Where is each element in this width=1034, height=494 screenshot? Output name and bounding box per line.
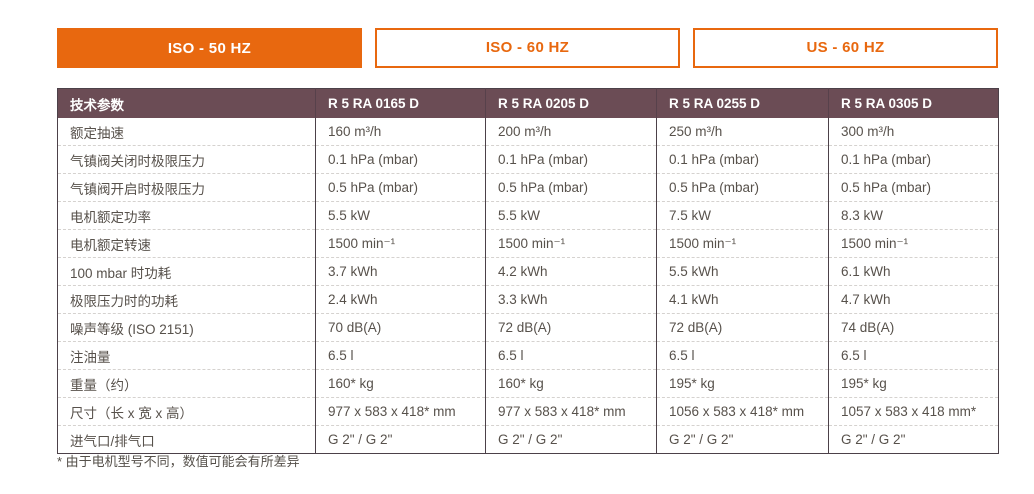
param-value: 8.3 kW [828,201,999,230]
param-label: 气镇阀关闭时极限压力 [57,145,316,174]
param-label: 电机额定转速 [57,229,316,258]
param-value: 2.4 kWh [315,285,486,314]
param-label: 100 mbar 时功耗 [57,257,316,286]
table-row: 100 mbar 时功耗 3.7 kWh 4.2 kWh 5.5 kWh 6.1 kWh [57,257,999,286]
tab-iso-60hz[interactable]: ISO - 60 HZ [375,28,680,68]
param-value: 1500 min⁻¹ [485,229,657,258]
table-row: 额定抽速 160 m³/h 200 m³/h 250 m³/h 300 m³/h [57,118,999,146]
param-label: 极限压力时的功耗 [57,285,316,314]
param-label: 尺寸（长 x 宽 x 高） [57,397,316,426]
param-value: 0.5 hPa (mbar) [656,173,829,202]
footnote: * 由于电机型号不同，数值可能会有所差异 [57,454,300,469]
param-value: 74 dB(A) [828,313,999,342]
param-value: 977 x 583 x 418* mm [315,397,486,426]
param-value: 6.5 l [315,341,486,370]
param-value: 160* kg [315,369,486,398]
column-header-model: R 5 RA 0255 D [656,88,829,118]
param-label: 进气口/排气口 [57,425,316,454]
table-row: 电机额定转速 1500 min⁻¹ 1500 min⁻¹ 1500 min⁻¹ 1500… [57,229,999,258]
frequency-tabs: ISO - 50 HZ ISO - 60 HZ US - 60 HZ [57,28,998,68]
param-value: 0.5 hPa (mbar) [828,173,999,202]
param-value: 5.5 kWh [656,257,829,286]
column-header-model: R 5 RA 0205 D [485,88,657,118]
param-value: 0.1 hPa (mbar) [828,145,999,174]
param-value: 977 x 583 x 418* mm [485,397,657,426]
param-label: 额定抽速 [57,118,316,146]
param-value: 160* kg [485,369,657,398]
param-value: G 2" / G 2" [656,425,829,454]
table-row: 注油量 6.5 l 6.5 l 6.5 l 6.5 l [57,341,999,370]
param-value: 6.5 l [828,341,999,370]
param-value: 6.1 kWh [828,257,999,286]
param-value: 1500 min⁻¹ [315,229,486,258]
param-value: G 2" / G 2" [315,425,486,454]
column-header-model: R 5 RA 0165 D [315,88,486,118]
table-row: 气镇阀开启时极限压力 0.5 hPa (mbar) 0.5 hPa (mbar) 0.… [57,173,999,202]
tab-iso-50hz[interactable]: ISO - 50 HZ [57,28,362,68]
param-value: 250 m³/h [656,118,829,146]
param-value: 1500 min⁻¹ [828,229,999,258]
param-value: 1056 x 583 x 418* mm [656,397,829,426]
param-value: 6.5 l [485,341,657,370]
param-value: 72 dB(A) [656,313,829,342]
table-row: 气镇阀关闭时极限压力 0.1 hPa (mbar) 0.1 hPa (mbar) 0.… [57,145,999,174]
tab-us-60hz[interactable]: US - 60 HZ [693,28,998,68]
param-value: 6.5 l [656,341,829,370]
param-label: 电机额定功率 [57,201,316,230]
table-row: 极限压力时的功耗 2.4 kWh 3.3 kWh 4.1 kWh 4.7 kWh [57,285,999,314]
param-value: 0.1 hPa (mbar) [485,145,657,174]
param-value: 160 m³/h [315,118,486,146]
param-value: 0.5 hPa (mbar) [315,173,486,202]
param-value: 195* kg [656,369,829,398]
table-row: 电机额定功率 5.5 kW 5.5 kW 7.5 kW 8.3 kW [57,201,999,230]
param-value: 0.1 hPa (mbar) [315,145,486,174]
param-value: 4.2 kWh [485,257,657,286]
param-value: 300 m³/h [828,118,999,146]
param-value: 5.5 kW [485,201,657,230]
column-header-model: R 5 RA 0305 D [828,88,999,118]
param-value: 200 m³/h [485,118,657,146]
param-label: 气镇阀开启时极限压力 [57,173,316,202]
param-label: 噪声等级 (ISO 2151) [57,313,316,342]
param-value: 1057 x 583 x 418 mm* [828,397,999,426]
table-row: 噪声等级 (ISO 2151) 70 dB(A) 72 dB(A) 72 dB(A) 7… [57,313,999,342]
param-value: G 2" / G 2" [828,425,999,454]
param-value: 0.5 hPa (mbar) [485,173,657,202]
table-row: 尺寸（长 x 宽 x 高） 977 x 583 x 418* mm 977 x 58… [57,397,999,426]
param-value: 72 dB(A) [485,313,657,342]
param-value: 5.5 kW [315,201,486,230]
param-value: 4.1 kWh [656,285,829,314]
param-label: 重量（约） [57,369,316,398]
param-value: 4.7 kWh [828,285,999,314]
param-value: 3.3 kWh [485,285,657,314]
column-header-parameter: 技术参数 [57,88,316,118]
param-value: 3.7 kWh [315,257,486,286]
table-row: 进气口/排气口 G 2" / G 2" G 2" / G 2" G 2" / G 2"… [57,425,999,454]
param-value: 1500 min⁻¹ [656,229,829,258]
table-row: 重量（约） 160* kg 160* kg 195* kg 195* kg [57,369,999,398]
param-value: G 2" / G 2" [485,425,657,454]
param-value: 70 dB(A) [315,313,486,342]
param-value: 7.5 kW [656,201,829,230]
param-value: 195* kg [828,369,999,398]
param-value: 0.1 hPa (mbar) [656,145,829,174]
param-label: 注油量 [57,341,316,370]
